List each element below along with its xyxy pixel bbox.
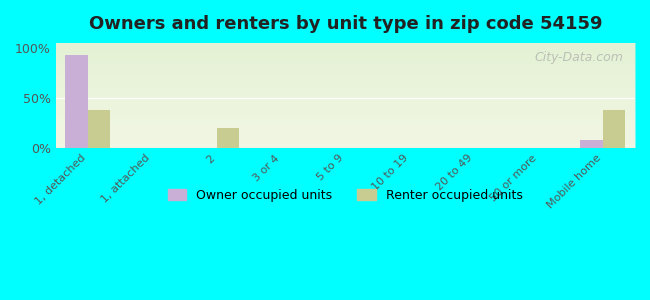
Title: Owners and renters by unit type in zip code 54159: Owners and renters by unit type in zip c… (88, 15, 602, 33)
Bar (66, 55, 88, 148)
Legend: Owner occupied units, Renter occupied units: Owner occupied units, Renter occupied un… (162, 184, 528, 207)
Bar (216, 128, 239, 148)
Bar (603, 110, 625, 148)
Text: City-Data.com: City-Data.com (534, 51, 623, 64)
Bar (88, 110, 110, 148)
Bar (580, 140, 603, 148)
